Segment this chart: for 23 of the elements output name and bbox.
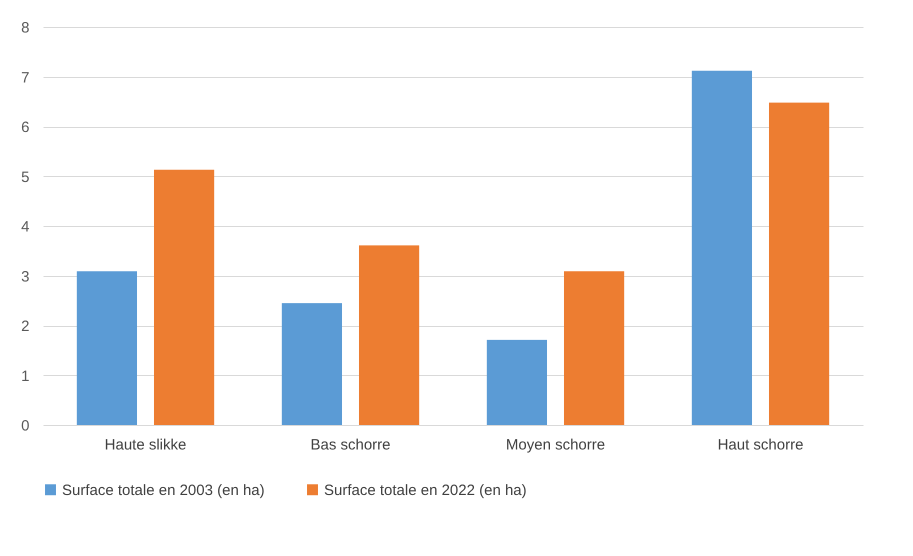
- x-tick-label: Haute slikke: [104, 436, 186, 454]
- y-tick-label: 7: [21, 69, 30, 86]
- bar: [358, 245, 420, 425]
- bar: [486, 340, 548, 425]
- bar: [768, 102, 830, 425]
- bar: [564, 271, 624, 425]
- y-tick-label: 1: [21, 368, 30, 385]
- x-tick-label: Haut schorre: [718, 436, 804, 454]
- y-tick-label: 6: [21, 119, 30, 136]
- bar: [154, 170, 214, 425]
- y-tick-label: 5: [21, 168, 30, 186]
- y-tick-label: 4: [21, 218, 30, 236]
- bar: [76, 271, 138, 425]
- x-tick-label: Bas schorre: [310, 436, 391, 454]
- bar: [692, 70, 752, 425]
- y-tick-label: 2: [21, 318, 30, 335]
- x-tick-label: Moyen schorre: [506, 436, 606, 454]
- legend-label: Surface totale en 2003 (en ha): [62, 482, 265, 499]
- bar: [282, 303, 342, 425]
- y-tick-label: 8: [21, 20, 30, 36]
- y-tick-label: 3: [21, 268, 30, 286]
- y-tick-label: 0: [21, 418, 30, 434]
- legend-label: Surface totale en 2022 (en ha): [324, 482, 527, 499]
